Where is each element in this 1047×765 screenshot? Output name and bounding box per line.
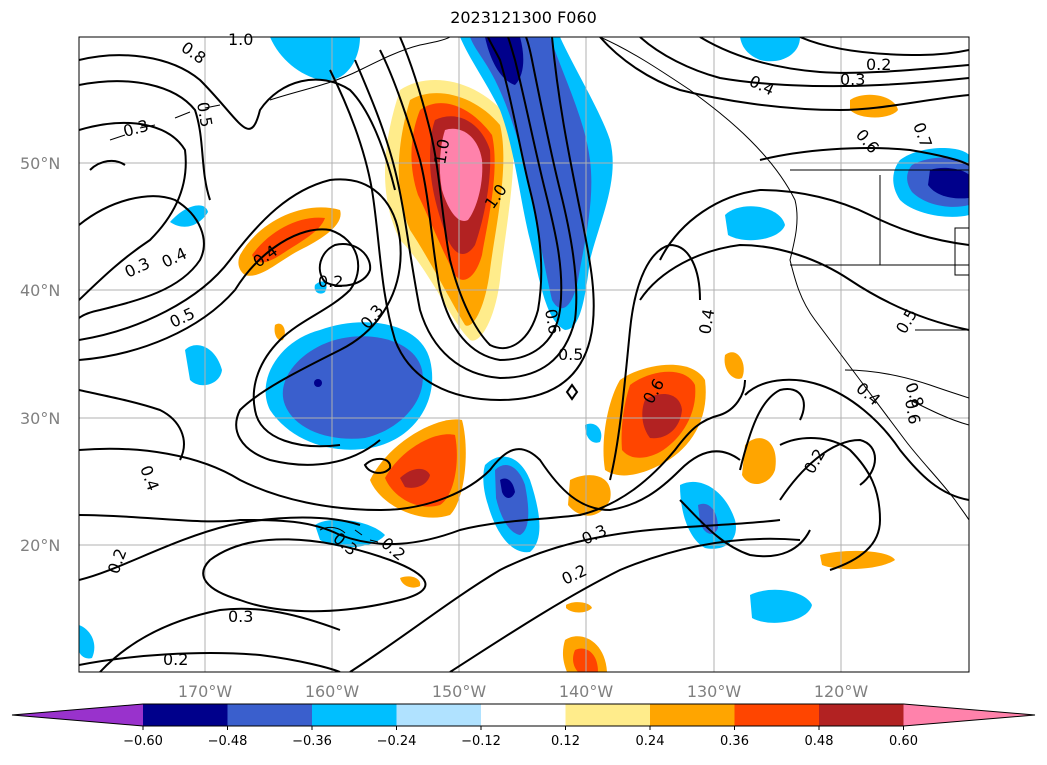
lon-label: 150°W <box>432 682 487 701</box>
contour-label: 0.3 <box>228 607 253 626</box>
colorbar-tick-label: −0.36 <box>292 734 332 749</box>
lon-label: 170°W <box>178 682 233 701</box>
colorbar-tick-label: 0.60 <box>889 734 918 749</box>
colorbar-segment <box>565 704 651 726</box>
colorbar-segment <box>227 704 313 726</box>
contour-label: 0.5 <box>558 345 583 364</box>
map-frame <box>78 36 970 673</box>
contour-label: 0.2 <box>318 272 343 291</box>
contour-label: 0.3 <box>840 70 865 89</box>
colorbar-tick-label: −0.12 <box>461 734 501 749</box>
lat-label: 40°N <box>20 281 60 300</box>
longitude-labels: 170°W 160°W 150°W 140°W 130°W 120°W <box>178 682 869 701</box>
latitude-labels: 50°N 40°N 30°N 20°N <box>20 154 60 555</box>
colorbar-segment <box>650 704 735 726</box>
colorbar-tick-label: −0.24 <box>377 734 417 749</box>
lat-label: 20°N <box>20 536 60 555</box>
coastlines <box>109 37 969 543</box>
contour-label: 0.2 <box>163 650 188 669</box>
colorbar-segment <box>396 704 482 726</box>
contour-label: 0.2 <box>866 55 891 74</box>
colorbar-segment <box>312 704 397 726</box>
colorbar-segment <box>819 704 904 726</box>
colorbar-tick-label: 0.12 <box>551 734 580 749</box>
colorbar-extend-low <box>12 704 143 726</box>
contour-lines <box>79 37 969 672</box>
map-title: 2023121300 F060 <box>450 8 597 27</box>
colorbar-tick-label: 0.48 <box>805 734 834 749</box>
contour-label: 0.6 <box>901 397 924 425</box>
lon-label: 130°W <box>687 682 742 701</box>
colorbar: −0.60 −0.48 −0.36 −0.24 −0.12 0.12 0.24 0.36 0.4… <box>11 703 1036 749</box>
contour-label: 1.0 <box>430 137 453 165</box>
lat-label: 30°N <box>20 409 60 428</box>
colorbar-segment <box>143 704 228 726</box>
colorbar-segment <box>481 704 566 726</box>
contour-label: 0.5 <box>193 100 216 128</box>
colorbar-extend-high <box>903 704 1035 726</box>
lat-label: 50°N <box>20 154 60 173</box>
lon-label: 120°W <box>814 682 869 701</box>
contour-label: 0.4 <box>695 307 718 335</box>
colorbar-segment <box>734 704 820 726</box>
colorbar-tick-label: 0.36 <box>720 734 749 749</box>
contour-label: 1.0 <box>228 30 253 49</box>
lon-label: 140°W <box>559 682 614 701</box>
colorbar-tick-label: −0.48 <box>208 734 248 749</box>
colorbar-tick-label: −0.60 <box>123 734 163 749</box>
lon-label: 160°W <box>305 682 360 701</box>
contour-label: 0.6 <box>541 307 564 335</box>
colorbar-tick-label: 0.24 <box>636 734 665 749</box>
